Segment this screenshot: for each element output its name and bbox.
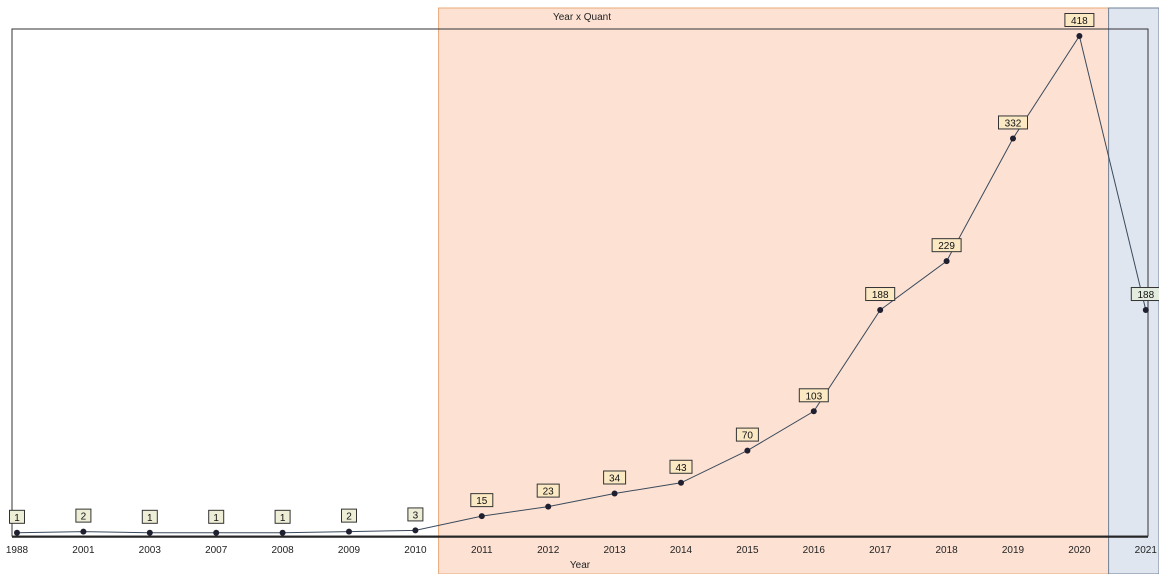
data-label-box [865,287,896,302]
data-point-2015 [744,447,751,454]
data-point-2019 [1010,135,1016,142]
data-label-box [998,115,1028,130]
x-tick-2001: 2001 [72,545,95,556]
data-label-2007: 1 [208,509,225,524]
data-point-2020 [1076,33,1083,39]
data-label-box [208,509,225,524]
data-label-text: 3 [413,510,419,521]
data-label-text: 43 [675,463,687,474]
data-label-text: 229 [938,241,955,252]
data-label-2021: 188 [1130,287,1159,302]
data-point-2010 [412,527,419,534]
data-label-2003: 1 [141,509,158,524]
data-label-text: 332 [1005,118,1022,129]
data-label-box [536,483,560,498]
data-label-box [470,493,494,508]
x-tick-labels: 1988 2001 2003 2007 2008 2009 2010 2011 2012 2013… [6,545,1157,556]
highlight-region-2011-2020 [438,7,1114,574]
data-label-text: 103 [805,391,822,402]
data-label-text: 1 [280,513,286,524]
data-label-text: 70 [742,431,754,442]
data-label-text: 188 [1137,290,1154,301]
data-point-2016 [810,408,817,415]
data-label-text: 1 [147,513,153,524]
data-label-box [9,509,25,524]
data-label-box [735,427,759,442]
data-label-box [141,509,158,524]
data-label-text: 2 [81,512,87,523]
data-label-box [407,507,424,522]
x-tick-2019: 2019 [1002,545,1025,556]
data-label-text: 34 [609,473,621,484]
data-label-2001: 2 [75,508,92,523]
data-label-box [798,388,829,403]
data-label-2016: 103 [798,388,829,403]
x-tick-1988: 1988 [6,545,29,556]
data-label-2014: 43 [669,459,693,474]
data-label-box [75,508,92,523]
x-tick-2014: 2014 [670,545,693,556]
data-point-2011 [478,513,485,520]
data-point-2001 [80,528,87,535]
x-tick-2012: 2012 [537,545,560,556]
data-label-2020: 418 [1064,13,1095,27]
x-tick-2016: 2016 [803,545,826,556]
data-label-text: 188 [872,290,889,301]
data-label-2015: 70 [735,427,759,442]
data-point-2014 [678,479,684,486]
data-label-box [603,470,627,485]
data-label-1988: 1 [9,509,25,524]
data-label-text: 23 [543,487,555,498]
data-label-box [1064,13,1095,27]
data-label-text: 2 [346,512,352,523]
data-label-text: 418 [1071,16,1088,27]
data-label-2012: 23 [536,483,560,498]
x-tick-2018: 2018 [935,545,958,556]
data-point-2021 [1142,307,1149,314]
data-label-2009: 2 [341,508,357,523]
x-tick-2009: 2009 [338,545,361,556]
x-tick-2007: 2007 [205,545,228,556]
data-label-box [669,459,693,474]
x-tick-2003: 2003 [139,545,162,556]
data-point-2012 [545,503,552,510]
x-tick-2008: 2008 [271,545,294,556]
data-label-text: 1 [213,513,219,524]
data-label-2010: 3 [407,507,424,522]
data-label-box [931,238,962,253]
data-point-2009 [346,528,352,535]
data-label-box [274,509,291,524]
data-point-2018 [943,258,950,265]
x-tick-2020: 2020 [1068,545,1091,556]
data-point-2007 [213,529,220,536]
x-tick-2021: 2021 [1135,545,1158,556]
x-tick-2010: 2010 [404,545,427,556]
data-point-2013 [611,490,618,497]
data-point-1988 [14,529,20,536]
x-axis-label: Year [570,560,591,571]
x-tick-2017: 2017 [869,545,892,556]
data-label-2008: 1 [274,509,291,524]
x-tick-2011: 2011 [471,545,493,556]
data-label-2011: 15 [470,493,494,508]
plot-frame [11,28,1149,537]
data-label-2019: 332 [998,115,1028,130]
data-label-2013: 34 [603,470,627,485]
data-point-2008 [279,529,286,536]
x-tick-2013: 2013 [603,545,626,556]
data-label-text: 1 [14,513,20,524]
data-label-box [341,508,357,523]
data-point-2003 [146,529,153,536]
data-label-box [1130,287,1159,302]
data-label-2017: 188 [865,287,896,302]
data-label-2018: 229 [931,238,962,253]
data-point-2017 [877,307,884,314]
data-label-text: 15 [476,496,488,507]
chart-title: Year x Quant [553,12,611,23]
x-tick-2015: 2015 [736,545,759,556]
